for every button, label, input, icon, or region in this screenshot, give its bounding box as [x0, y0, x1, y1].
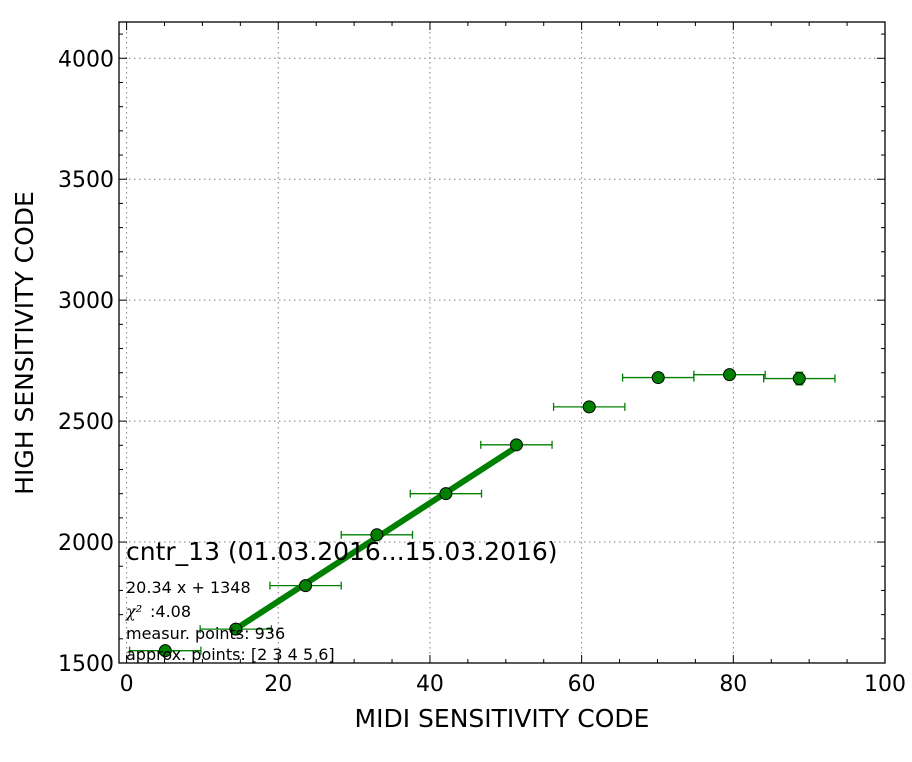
x-axis-label: MIDI SENSITIVITY CODE	[355, 704, 650, 733]
point-marker	[229, 622, 243, 636]
data-point	[199, 622, 273, 636]
ticks-layer	[119, 22, 886, 664]
tick-labels-layer: 0 20 40 60 80 100 1500 2000 2500 3000 3500 4000	[58, 47, 906, 697]
y-tick-label: 3500	[58, 168, 114, 193]
data-point	[409, 487, 483, 501]
x-tick-label: 80	[719, 672, 747, 697]
x-tick-label: 40	[416, 672, 444, 697]
data-point	[693, 368, 766, 382]
annotation-block: cntr_13 (01.03.2016...15.03.2016) 20.34 …	[125, 537, 558, 664]
data-point	[340, 528, 414, 542]
points-layer	[128, 368, 836, 658]
y-tick-label: 2000	[58, 531, 114, 556]
point-marker	[651, 371, 665, 385]
point-marker	[439, 487, 453, 501]
series-label: cntr_13 (01.03.2016...15.03.2016)	[126, 537, 558, 566]
fit-equation: 20.34 x + 1348	[126, 578, 251, 597]
data-point	[552, 400, 626, 414]
point-marker	[370, 528, 384, 542]
point-marker	[723, 368, 737, 382]
data-point	[269, 579, 342, 593]
point-marker	[509, 438, 523, 452]
chi-squared-symbol: χ²	[125, 602, 142, 621]
y-tick-label: 3000	[58, 289, 114, 314]
chi-squared-value: :4.08	[150, 602, 191, 621]
point-marker	[792, 372, 806, 386]
grid-layer	[119, 22, 885, 663]
y-tick-label: 1500	[58, 652, 114, 677]
data-point	[621, 371, 695, 385]
y-axis-label: HIGH SENSITIVITY CODE	[10, 191, 39, 495]
point-marker	[582, 400, 596, 414]
point-marker	[299, 579, 313, 593]
approx-points: approx. points: [2 3 4 5 6]	[126, 645, 335, 664]
x-tick-label: 20	[264, 672, 292, 697]
x-tick-label: 0	[120, 672, 134, 697]
y-tick-label: 2500	[58, 410, 114, 435]
x-tick-label: 100	[864, 672, 906, 697]
measured-points: measur. points: 936	[126, 624, 285, 643]
plot-frame	[118, 21, 886, 664]
data-point	[480, 438, 553, 452]
data-point	[763, 371, 836, 386]
data-point	[128, 644, 202, 658]
x-tick-label: 60	[568, 672, 596, 697]
y-tick-label: 4000	[58, 47, 114, 72]
point-marker	[158, 644, 172, 658]
